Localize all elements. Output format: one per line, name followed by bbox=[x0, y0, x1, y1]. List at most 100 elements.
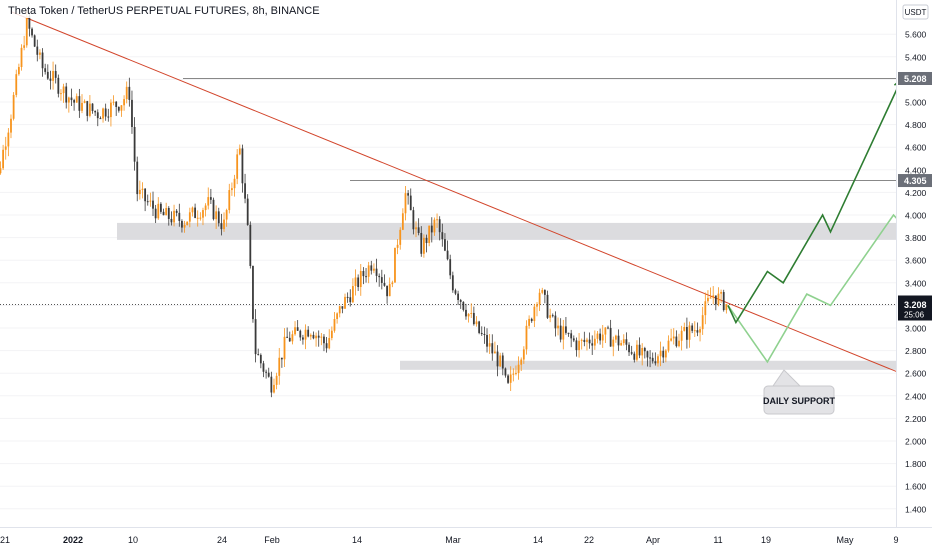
time-tick-label: 14 bbox=[352, 535, 362, 545]
candle-body bbox=[407, 193, 410, 196]
candle-body bbox=[209, 197, 212, 200]
candle-body bbox=[17, 67, 20, 75]
candle-body bbox=[465, 309, 467, 317]
currency-badge-label: USDT bbox=[905, 8, 927, 17]
candle-body bbox=[138, 189, 141, 195]
candle-body bbox=[651, 357, 654, 362]
candle-body bbox=[462, 301, 465, 310]
candle-body bbox=[191, 207, 194, 213]
level-badge bbox=[898, 174, 932, 188]
candle-body bbox=[294, 327, 296, 335]
candle-body bbox=[257, 354, 260, 356]
callout-box bbox=[763, 385, 835, 415]
candle-body bbox=[351, 286, 354, 303]
last-price-badge bbox=[898, 295, 932, 321]
candle-body bbox=[641, 348, 644, 356]
candle-body bbox=[46, 71, 49, 79]
candle-body bbox=[375, 268, 378, 276]
candle-body bbox=[60, 93, 62, 95]
candle-body bbox=[425, 237, 428, 244]
candle-body bbox=[649, 357, 651, 359]
level-label: 5.208 bbox=[904, 74, 927, 84]
candle-body bbox=[588, 339, 591, 344]
candle-body bbox=[662, 350, 665, 358]
candle-body bbox=[559, 325, 562, 340]
candle-body bbox=[380, 277, 383, 283]
candle-body bbox=[204, 205, 207, 211]
candle-body bbox=[291, 334, 294, 342]
candle-body bbox=[112, 101, 115, 103]
candle-body bbox=[262, 363, 265, 372]
candle-body bbox=[517, 364, 520, 373]
candle-body bbox=[359, 271, 362, 288]
candle-body bbox=[252, 265, 254, 320]
candle-body bbox=[596, 333, 599, 339]
candle-body bbox=[99, 118, 102, 120]
candle-body bbox=[680, 330, 683, 341]
callout-pointer bbox=[772, 369, 802, 387]
time-tick-label: 24 bbox=[217, 535, 227, 545]
candle-body bbox=[688, 325, 691, 340]
candle-body bbox=[504, 368, 507, 376]
candle-body bbox=[4, 146, 7, 150]
candle-body bbox=[15, 74, 18, 95]
candle-body bbox=[486, 334, 488, 347]
candle-body bbox=[522, 349, 525, 360]
price-tick-label: 2.200 bbox=[905, 414, 927, 424]
candle-body bbox=[638, 344, 641, 356]
candle-body bbox=[654, 361, 657, 364]
candle-body bbox=[399, 229, 402, 245]
symbol-title: Theta Token / TetherUS PERPETUAL FUTURES… bbox=[6, 4, 322, 18]
candle-body bbox=[433, 219, 436, 233]
time-tick-label: 2022 bbox=[63, 535, 83, 545]
candle-body bbox=[454, 290, 457, 294]
candle-body bbox=[23, 45, 26, 48]
candle-body bbox=[472, 312, 475, 325]
candle-body bbox=[554, 315, 557, 329]
price-tick-label: 3.600 bbox=[905, 256, 927, 266]
candle-body bbox=[607, 327, 609, 329]
candle-body bbox=[88, 103, 91, 116]
candle-body bbox=[373, 268, 375, 271]
candle-body bbox=[152, 200, 154, 209]
candle-body bbox=[496, 351, 499, 367]
candle-body bbox=[533, 306, 536, 322]
candle-body bbox=[254, 319, 257, 355]
time-tick-label: 9 bbox=[893, 535, 898, 545]
level-badge bbox=[898, 71, 932, 85]
candle-body bbox=[570, 333, 573, 339]
candle-body bbox=[220, 223, 223, 230]
candle-body bbox=[117, 106, 120, 111]
candle-body bbox=[720, 292, 722, 294]
price-tick-label: 5.400 bbox=[905, 52, 927, 62]
candle-body bbox=[672, 336, 675, 339]
candle-body bbox=[194, 207, 196, 218]
candle-body bbox=[488, 343, 491, 347]
candle-body bbox=[0, 168, 2, 174]
candle-body bbox=[157, 203, 160, 219]
candle-body bbox=[501, 355, 504, 369]
candle-body bbox=[604, 327, 607, 335]
candle-body bbox=[528, 318, 530, 326]
candle-body bbox=[712, 295, 715, 298]
candle-body bbox=[612, 339, 615, 347]
candle-body bbox=[128, 86, 131, 100]
candle-body bbox=[583, 339, 586, 342]
candle-body bbox=[273, 384, 275, 393]
candle-body bbox=[223, 219, 225, 230]
candle-body bbox=[241, 148, 244, 184]
candle-body bbox=[678, 340, 680, 347]
candle-body bbox=[709, 297, 712, 299]
candle-body bbox=[657, 356, 659, 364]
candle-body bbox=[217, 211, 220, 224]
candle-body bbox=[102, 108, 104, 119]
descending-trendline bbox=[10, 11, 932, 387]
candle-body bbox=[36, 46, 39, 55]
candle-body bbox=[162, 211, 165, 216]
candle-body bbox=[302, 337, 304, 340]
currency-badge bbox=[902, 4, 929, 20]
candle-body bbox=[365, 276, 367, 278]
last-price-label: 3.208 bbox=[904, 300, 927, 310]
candle-body bbox=[175, 210, 178, 213]
candle-body bbox=[457, 293, 459, 300]
